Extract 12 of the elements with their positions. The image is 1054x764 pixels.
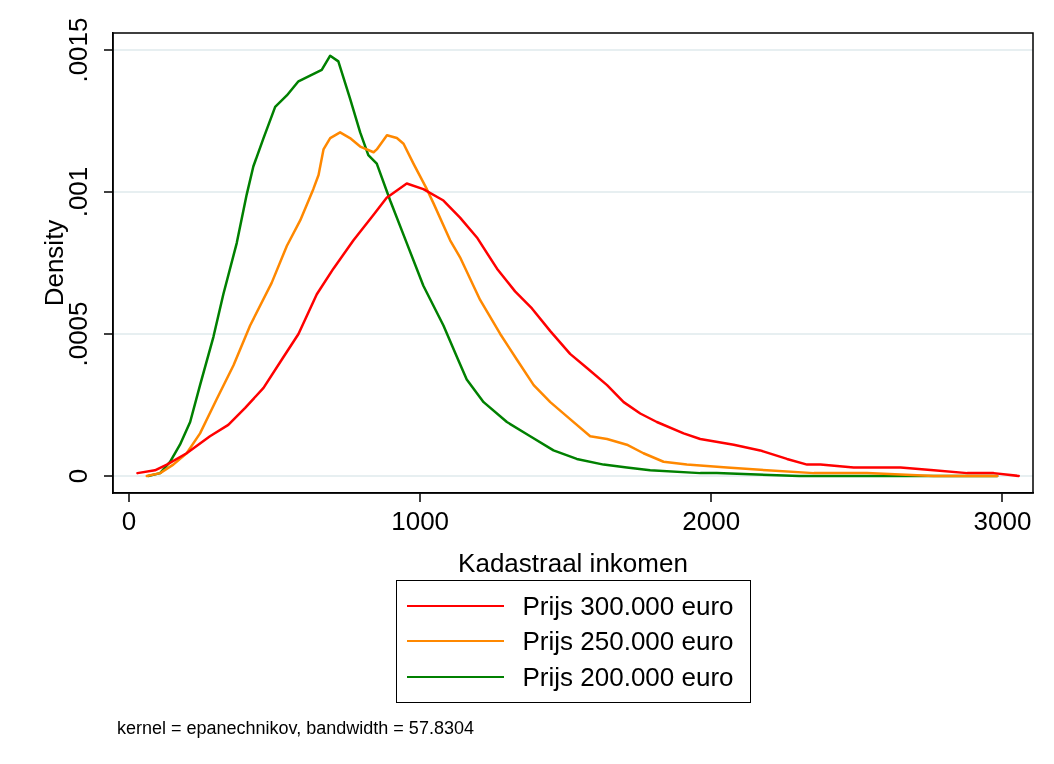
legend-label: Prijs 300.000 euro — [522, 590, 734, 621]
legend-label: Prijs 250.000 euro — [522, 626, 734, 657]
y-tick-label: .0015 — [63, 17, 94, 83]
x-axis-title: Kadastraal inkomen — [458, 547, 688, 578]
y-tick-label: .001 — [63, 166, 94, 218]
y-tick-label: 0 — [63, 468, 94, 484]
x-tick-label: 2000 — [682, 505, 741, 536]
text: kernel = epanechnikov, bandwidth = 57.8304 — [117, 717, 474, 739]
legend-label: Prijs 200.000 euro — [522, 661, 734, 692]
x-tick-label: 0 — [121, 505, 137, 536]
x-tick-label: 3000 — [973, 505, 1032, 536]
x-tick-label: 1000 — [391, 505, 450, 536]
